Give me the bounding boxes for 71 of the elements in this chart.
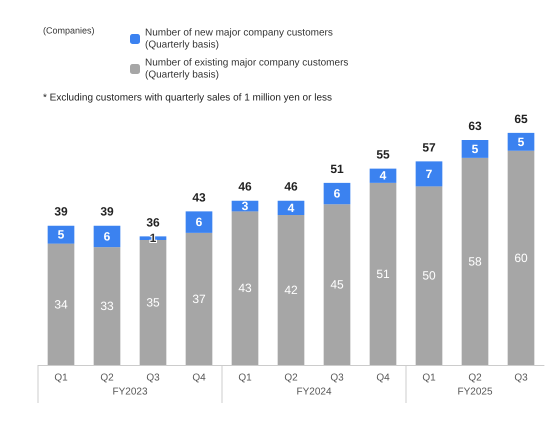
data-label: 34 <box>54 297 68 312</box>
data-label: 6 <box>196 215 203 230</box>
bar <box>94 247 120 365</box>
bar <box>232 211 258 365</box>
bar <box>48 244 74 365</box>
total-label: 39 <box>100 204 114 219</box>
x-tick-label: Q4 <box>192 372 206 384</box>
bar <box>416 186 442 365</box>
bar <box>370 168 396 183</box>
x-tick-label: Q3 <box>514 372 528 384</box>
data-label: 60 <box>514 250 528 265</box>
bar <box>278 215 304 365</box>
bar <box>462 140 488 158</box>
data-label: 5 <box>58 228 65 242</box>
data-label: 45 <box>330 278 344 292</box>
x-tick-label: Q1 <box>422 372 436 384</box>
total-label: 39 <box>54 204 68 219</box>
x-tick-label: Q1 <box>238 372 252 384</box>
data-label: 4 <box>380 168 387 183</box>
bar <box>94 226 120 248</box>
x-tick-label: Q2 <box>284 372 298 384</box>
total-label: 46 <box>284 180 298 194</box>
data-label: 5 <box>518 134 525 149</box>
bar <box>416 161 442 186</box>
data-label: 4 <box>288 200 295 215</box>
bar <box>370 182 396 365</box>
total-label: 55 <box>376 148 390 162</box>
x-tick-label: Q2 <box>468 372 482 384</box>
x-tick-label: Q3 <box>146 372 160 384</box>
x-tick-label: Q4 <box>376 372 390 384</box>
bar <box>324 182 350 204</box>
total-label: 36 <box>146 215 160 230</box>
bar <box>278 200 304 215</box>
total-label: 46 <box>238 180 252 194</box>
x-tick-label: Q1 <box>54 372 68 384</box>
data-label: 51 <box>376 266 390 281</box>
x-tick-label: Q3 <box>330 372 344 384</box>
text: FY2023 <box>112 386 148 398</box>
data-label: 33 <box>100 299 114 314</box>
bar <box>186 211 212 233</box>
total-label: 51 <box>330 162 344 176</box>
data-label: 3 <box>242 199 249 214</box>
bar <box>324 204 350 365</box>
data-label: 6 <box>104 229 111 244</box>
total-label: 65 <box>514 112 528 126</box>
text: FY2025 <box>457 386 493 398</box>
legend-label: Number of existing major company customers (Quarterly basis) <box>145 58 348 80</box>
data-label: 35 <box>146 296 160 310</box>
total-label: 63 <box>468 119 482 133</box>
bar <box>140 240 166 365</box>
total-label: 57 <box>422 140 436 154</box>
bar <box>186 232 212 365</box>
total-label: 43 <box>192 190 206 204</box>
text: (Companies) <box>43 26 95 36</box>
legend-label: Number of new major company customers (Quarterly basis) <box>145 28 333 50</box>
bar <box>508 150 534 365</box>
bar <box>462 158 488 365</box>
data-label: 43 <box>238 281 252 296</box>
data-label: 6 <box>334 186 341 201</box>
data-label: 42 <box>284 283 298 297</box>
bar <box>48 226 74 244</box>
data-label: 5 <box>472 142 479 156</box>
data-label: 37 <box>192 292 206 306</box>
bar <box>232 200 258 212</box>
data-label: 58 <box>468 254 482 268</box>
text: FY2024 <box>296 386 332 398</box>
x-tick-label: Q2 <box>100 372 114 384</box>
data-label: 50 <box>422 268 436 283</box>
text: * Excluding customers with quarterly sales of 1 million yen or less <box>43 92 332 104</box>
bar <box>508 132 534 151</box>
data-label: 7 <box>426 166 433 181</box>
